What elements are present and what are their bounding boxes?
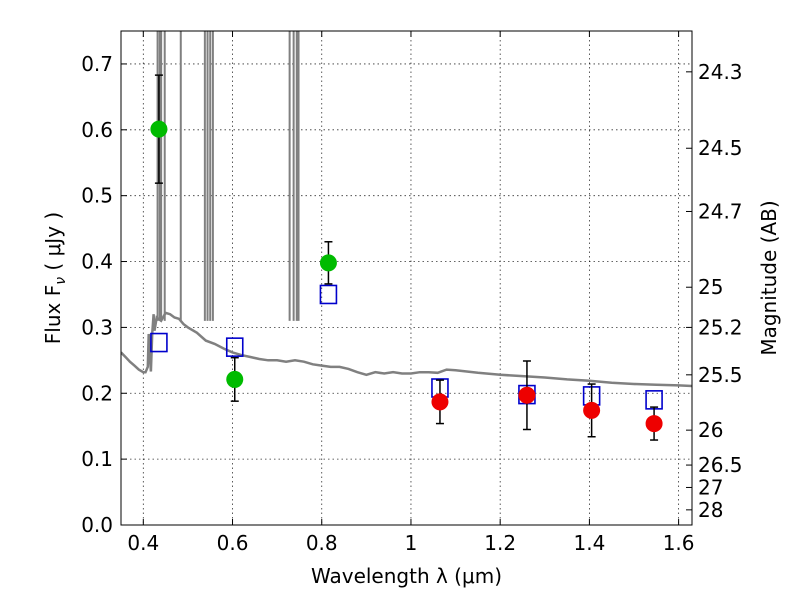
y-tick-label: 0.3 [81, 315, 113, 339]
model-spectrum [121, 31, 692, 388]
y2-tick-label: 25.2 [698, 315, 743, 339]
y-axis-label: Flux Fν ( μJy ) [41, 212, 69, 344]
y2-tick-label: 26 [698, 418, 723, 442]
observed-point [226, 370, 244, 388]
y-tick-label: 0.7 [81, 52, 113, 76]
model-square [225, 337, 244, 357]
observed-point [319, 254, 337, 272]
x-tick-label: 1.4 [573, 531, 605, 555]
y-axis-label-sub: ν [53, 277, 69, 285]
x-tick-label: 0.8 [306, 531, 338, 555]
y2-tick-label: 25.5 [698, 363, 743, 387]
data-points [150, 74, 663, 441]
observed-point [583, 401, 601, 419]
x-tick-label: 0.6 [217, 531, 249, 555]
y2-tick-label: 28 [698, 498, 723, 522]
y-axis-label-main: Flux F [41, 285, 65, 344]
y2-tick-label: 26.5 [698, 453, 743, 477]
y-tick-label: 0.6 [81, 118, 113, 142]
x-tick-label: 1.6 [663, 531, 695, 555]
model-square [319, 284, 338, 305]
model-square [150, 332, 168, 353]
observed-point [150, 120, 168, 138]
y2-tick-label: 24.5 [698, 136, 743, 160]
y-tick-label: 0.4 [81, 250, 113, 274]
y-tick-label: 0.1 [81, 447, 113, 471]
x-tick-label: 1.2 [484, 531, 516, 555]
y-axis-label-unit: ( μJy ) [41, 212, 65, 277]
y-tick-label: 0.5 [81, 184, 113, 208]
observed-point [518, 386, 536, 404]
plot-frame [120, 30, 693, 526]
spectrum-line [121, 311, 692, 388]
y2-axis-label: Magnitude (AB) [757, 200, 781, 355]
y2-tick-label: 24.3 [698, 60, 743, 84]
x-tick-label: 1 [405, 531, 418, 555]
axis-labels: 0.4 0.6 0.8 1 1.2 1.4 1.6 0.0 0.1 0.2 0.3 0.4 0.5 0.6… [41, 52, 781, 588]
y2-tick-label: 27 [698, 475, 723, 499]
observed-point [431, 393, 449, 411]
y2-tick-label: 24.7 [698, 199, 743, 223]
y2-tick-label: 25 [698, 275, 723, 299]
x-tick-label: 0.4 [127, 531, 159, 555]
y-tick-label: 0.2 [81, 381, 113, 405]
y-tick-label: 0.0 [81, 513, 113, 537]
observed-point [645, 415, 663, 433]
axis-ticks [121, 31, 692, 526]
x-axis-label: Wavelength λ (μm) [311, 564, 502, 588]
